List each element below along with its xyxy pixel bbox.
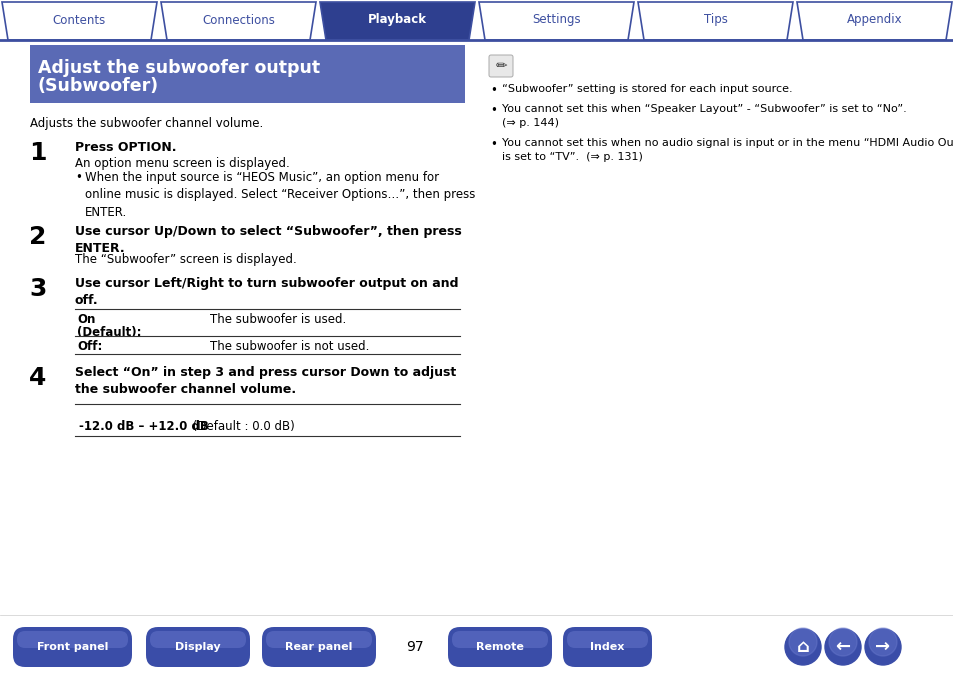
Text: Contents: Contents [52,13,106,26]
FancyBboxPatch shape [566,631,647,648]
FancyBboxPatch shape [30,45,464,103]
Text: An option menu screen is displayed.: An option menu screen is displayed. [75,157,290,170]
Text: •: • [490,104,497,117]
Text: Off:: Off: [77,340,102,353]
Circle shape [864,629,900,665]
Text: When the input source is “HEOS Music”, an option menu for
online music is displa: When the input source is “HEOS Music”, a… [85,171,475,219]
Circle shape [788,628,816,656]
Text: Settings: Settings [532,13,580,26]
Text: Playback: Playback [368,13,427,26]
Polygon shape [796,2,951,40]
Text: Tips: Tips [702,13,727,26]
Polygon shape [638,2,792,40]
Circle shape [824,629,861,665]
Text: 4: 4 [30,366,47,390]
Polygon shape [319,2,475,40]
FancyBboxPatch shape [150,631,246,648]
Text: Press OPTION.: Press OPTION. [75,141,176,154]
Circle shape [868,628,896,656]
Text: •: • [75,171,82,184]
Text: You cannot set this when no audio signal is input or in the menu “HDMI Audio Out: You cannot set this when no audio signal… [501,138,953,162]
Polygon shape [478,2,634,40]
Polygon shape [2,2,157,40]
FancyBboxPatch shape [452,631,547,648]
FancyBboxPatch shape [262,627,375,667]
FancyBboxPatch shape [146,627,250,667]
Text: The “Subwoofer” screen is displayed.: The “Subwoofer” screen is displayed. [75,253,296,266]
Text: Rear panel: Rear panel [285,642,353,652]
Text: Use cursor Up/Down to select “Subwoofer”, then press
ENTER.: Use cursor Up/Down to select “Subwoofer”… [75,225,461,256]
Text: “Subwoofer” setting is stored for each input source.: “Subwoofer” setting is stored for each i… [501,84,792,94]
Text: 3: 3 [30,277,47,301]
Text: The subwoofer is used.: The subwoofer is used. [210,313,346,326]
Text: ✏: ✏ [495,59,506,73]
Text: ←: ← [835,638,850,656]
Text: Appendix: Appendix [846,13,902,26]
Text: Adjusts the subwoofer channel volume.: Adjusts the subwoofer channel volume. [30,117,263,130]
Text: 1: 1 [30,141,47,165]
Text: Display: Display [175,642,220,652]
Text: ⌂: ⌂ [796,638,808,656]
FancyBboxPatch shape [13,627,132,667]
Text: •: • [490,138,497,151]
Text: Connections: Connections [202,13,274,26]
FancyBboxPatch shape [562,627,651,667]
Text: •: • [490,84,497,97]
Text: (Default):: (Default): [77,326,141,339]
Text: (Subwoofer): (Subwoofer) [38,77,159,95]
Text: You cannot set this when “Speaker Layout” - “Subwoofer” is set to “No”.
(⇒ p. 14: You cannot set this when “Speaker Layout… [501,104,905,128]
Text: Select “On” in step 3 and press cursor Down to adjust
the subwoofer channel volu: Select “On” in step 3 and press cursor D… [75,366,456,396]
FancyBboxPatch shape [266,631,372,648]
Circle shape [784,629,821,665]
Text: Index: Index [590,642,624,652]
Text: The subwoofer is not used.: The subwoofer is not used. [210,340,369,353]
Text: 97: 97 [406,640,423,654]
Text: 2: 2 [30,225,47,249]
Text: →: → [875,638,890,656]
Text: -12.0 dB – +12.0 dB: -12.0 dB – +12.0 dB [79,420,209,433]
Polygon shape [161,2,315,40]
Text: Use cursor Left/Right to turn subwoofer output on and
off.: Use cursor Left/Right to turn subwoofer … [75,277,458,308]
Text: Remote: Remote [476,642,523,652]
FancyBboxPatch shape [17,631,128,648]
Circle shape [828,628,856,656]
Text: (Default : 0.0 dB): (Default : 0.0 dB) [189,420,294,433]
Text: On: On [77,313,95,326]
Text: Adjust the subwoofer output: Adjust the subwoofer output [38,59,320,77]
FancyBboxPatch shape [489,55,513,77]
Text: Front panel: Front panel [37,642,108,652]
FancyBboxPatch shape [448,627,552,667]
